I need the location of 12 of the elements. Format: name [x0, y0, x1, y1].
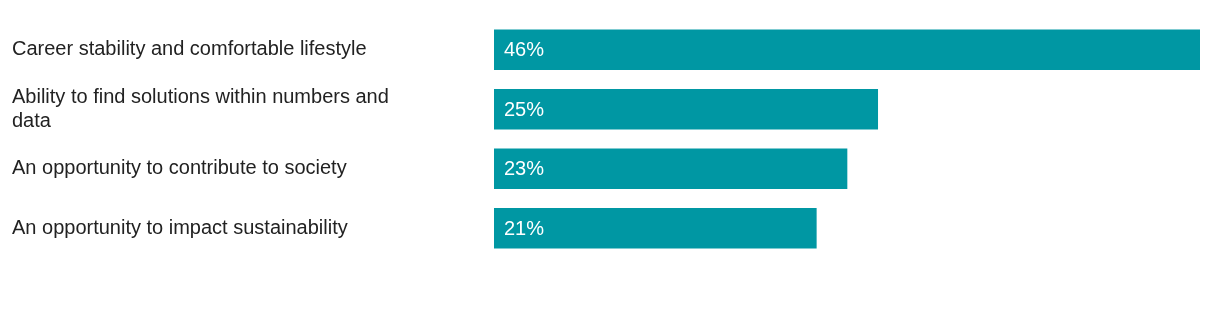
bar: [494, 148, 848, 190]
y-tick-label: Ability to find solutions within numbers and data: [12, 84, 389, 131]
data-label: 46%: [504, 38, 545, 61]
bar: [494, 29, 1200, 71]
bar: [494, 207, 817, 249]
y-tick-label: An opportunity to impact sustainability: [12, 215, 348, 238]
y-tick-label: Career stability and comfortable lifestyle: [12, 37, 367, 60]
data-label: 25%: [504, 97, 545, 120]
y-tick-label: An opportunity to contribute to society: [12, 156, 347, 179]
bar: [494, 88, 879, 130]
data-label: 23%: [504, 157, 545, 180]
data-label: 21%: [504, 216, 545, 239]
